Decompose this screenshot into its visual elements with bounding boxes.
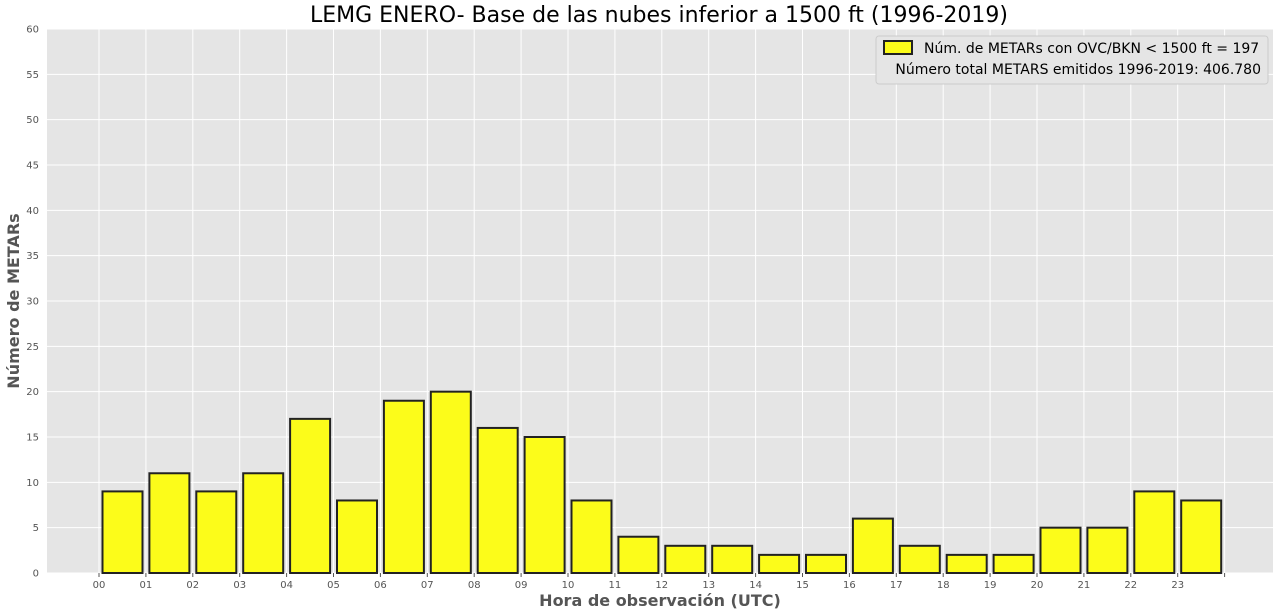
bar-17 xyxy=(898,544,941,574)
legend-label: Núm. de METARs con OVC/BKN < 1500 ft = 1… xyxy=(924,41,1259,57)
bar-11 xyxy=(617,535,660,575)
y-tick-label: 40 xyxy=(26,206,39,217)
legend-swatch xyxy=(883,40,913,55)
bar-07 xyxy=(429,390,472,574)
x-tick-label: 20 xyxy=(1031,580,1044,591)
bar-06 xyxy=(382,399,425,574)
y-tick-label: 20 xyxy=(26,387,39,398)
bar-04 xyxy=(289,417,332,574)
bar-14 xyxy=(758,553,801,574)
x-tick-label: 10 xyxy=(562,580,575,591)
bar-01 xyxy=(148,472,191,574)
legend-box xyxy=(875,35,1269,85)
x-tick-label: 05 xyxy=(327,580,340,591)
y-tick-label: 15 xyxy=(26,433,39,444)
x-tick-label: 22 xyxy=(1124,580,1137,591)
chart-title: LEMG ENERO- Base de las nubes inferior a… xyxy=(310,3,1008,28)
bar-10 xyxy=(570,499,613,575)
y-tick-label: 55 xyxy=(26,70,39,81)
bar-16 xyxy=(851,517,894,574)
y-tick-label: 30 xyxy=(26,297,39,308)
bar-03 xyxy=(242,472,285,574)
y-tick-label: 5 xyxy=(33,523,39,534)
legend: Núm. de METARs con OVC/BKN < 1500 ft = 1… xyxy=(875,35,1269,85)
x-tick-label: 16 xyxy=(843,580,856,591)
x-tick-label: 00 xyxy=(93,580,106,591)
x-tick-label: 15 xyxy=(796,580,809,591)
x-tick-labels: 00 01 02 03 04 05 06 07 08 09 10 11 12 13 14 15 16 17 18 19… xyxy=(93,573,1226,591)
x-tick-label: 14 xyxy=(749,580,762,591)
x-tick-label: 03 xyxy=(233,580,246,591)
legend-annotation: Número total METARS emitidos 1996-2019: … xyxy=(895,62,1261,78)
bar-22 xyxy=(1133,490,1176,574)
y-tick-label: 10 xyxy=(26,478,39,489)
x-tick-label: 04 xyxy=(280,580,293,591)
bar-05 xyxy=(336,499,378,575)
x-tick-label: 08 xyxy=(468,580,481,591)
bar-12 xyxy=(664,544,707,574)
bar-23 xyxy=(1180,499,1223,575)
y-tick-label: 0 xyxy=(33,569,39,580)
x-tick-label: 17 xyxy=(890,580,903,591)
y-tick-label: 50 xyxy=(26,115,39,126)
x-tick-label: 13 xyxy=(702,580,715,591)
bars xyxy=(101,390,1223,575)
y-tick-label: 25 xyxy=(26,342,39,353)
x-tick-label: 11 xyxy=(609,580,622,591)
x-axis-label: Hora de observación (UTC) xyxy=(539,591,781,610)
x-tick-label: 18 xyxy=(937,580,950,591)
x-tick-label: 23 xyxy=(1171,580,1184,591)
bar-20 xyxy=(1039,526,1082,575)
y-tick-labels: 0 5 10 15 20 25 30 35 40 45 50 55 60 xyxy=(26,25,39,580)
bar-13 xyxy=(711,544,754,574)
bar-00 xyxy=(101,490,144,574)
bar-21 xyxy=(1086,526,1129,575)
x-tick-label: 02 xyxy=(186,580,199,591)
bar-09 xyxy=(523,436,566,574)
x-tick-label: 21 xyxy=(1078,580,1091,591)
y-axis-label: Número de METARs xyxy=(4,213,23,388)
x-tick-label: 06 xyxy=(374,580,387,591)
y-tick-label: 45 xyxy=(26,161,39,172)
x-tick-label: 12 xyxy=(655,580,668,591)
bar-02 xyxy=(195,490,238,574)
bar-15 xyxy=(805,553,847,574)
x-tick-label: 01 xyxy=(140,580,153,591)
y-tick-label: 35 xyxy=(26,251,39,262)
x-tick-label: 19 xyxy=(984,580,997,591)
x-tick-label: 07 xyxy=(421,580,434,591)
y-tick-label: 60 xyxy=(26,25,39,36)
bar-19 xyxy=(992,553,1035,574)
x-tick-label: 09 xyxy=(515,580,528,591)
bar-18 xyxy=(945,553,988,574)
bar-08 xyxy=(476,426,519,574)
